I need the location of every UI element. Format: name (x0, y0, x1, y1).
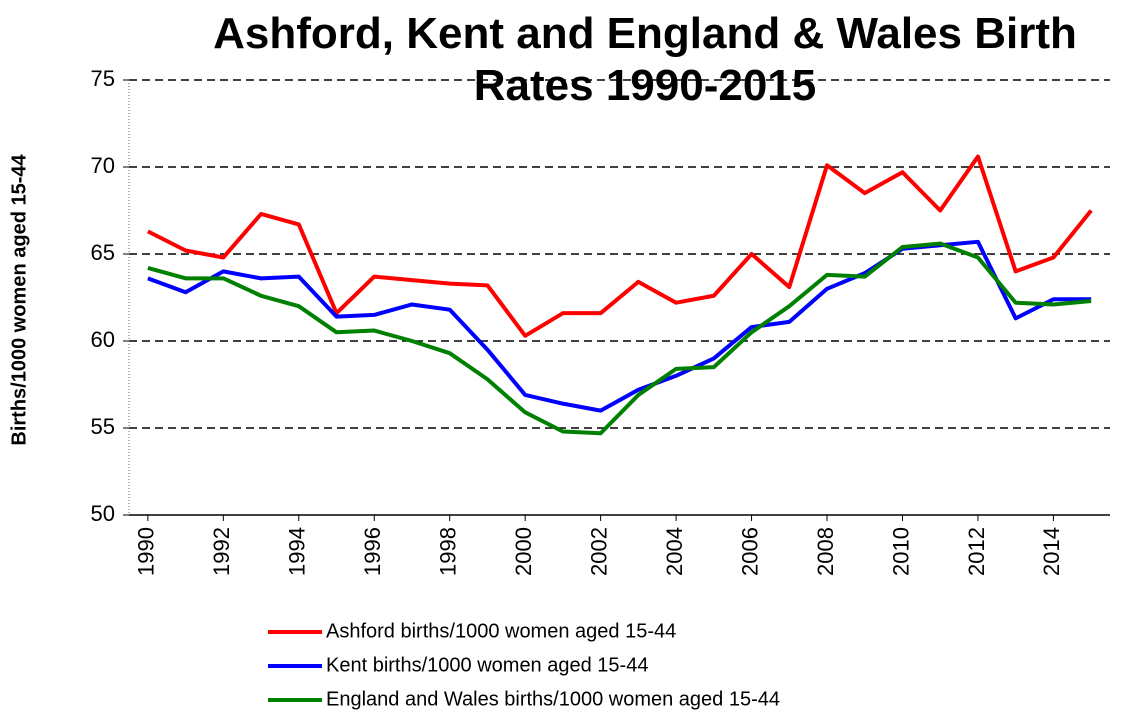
y-tick-label: 70 (91, 153, 115, 178)
x-tick-label: 1998 (436, 527, 461, 576)
y-tick-label: 55 (91, 414, 115, 439)
chart-title-line: Rates 1990-2015 (474, 61, 816, 110)
x-tick-label: 1994 (285, 527, 310, 576)
x-tick-label: 2014 (1039, 527, 1064, 576)
chart-title-line: Ashford, Kent and England & Wales Birth (213, 9, 1077, 58)
x-tick-label: 2010 (888, 527, 913, 576)
x-tick-label: 2006 (737, 527, 762, 576)
y-axis-label: Births/1000 women aged 15-44 (8, 154, 30, 446)
x-tick-label: 2012 (964, 527, 989, 576)
series-line (147, 239, 1092, 413)
y-tick-label: 50 (91, 501, 115, 526)
x-tick-label: 1996 (360, 527, 385, 576)
y-tick-label: 65 (91, 240, 115, 265)
legend-label: Ashford births/1000 women aged 15-44 (326, 620, 676, 642)
x-tick-label: 1990 (134, 527, 159, 576)
series-line (146, 154, 1093, 338)
x-tick-label: 2004 (662, 527, 687, 576)
x-tick-label: 1992 (209, 527, 234, 576)
y-tick-label: 75 (91, 66, 115, 91)
chart-title: Ashford, Kent and England & Wales Birth R… (213, 9, 1077, 110)
legend-label: Kent births/1000 women aged 15-44 (326, 654, 648, 676)
y-tick-label: 60 (91, 327, 115, 352)
x-tick-label: 2008 (813, 527, 838, 576)
legend-label: England and Wales births/1000 women aged… (326, 688, 780, 710)
x-tick-label: 2000 (511, 527, 536, 576)
x-tick-label: 2002 (586, 527, 611, 576)
series-line (147, 241, 1092, 436)
